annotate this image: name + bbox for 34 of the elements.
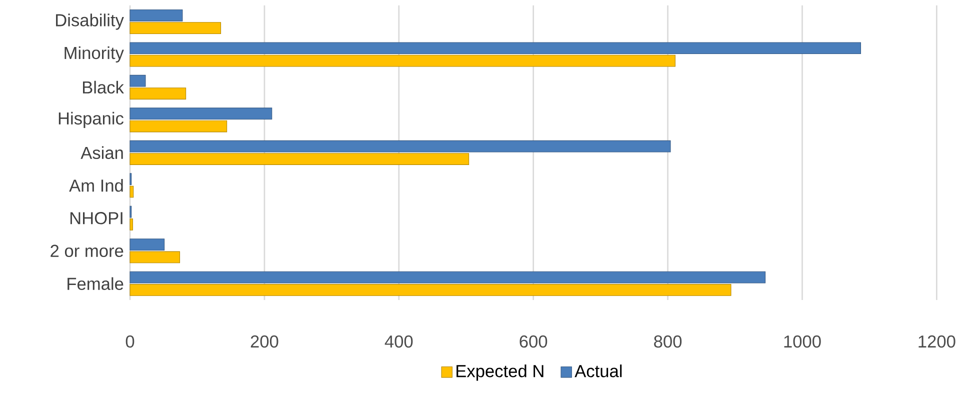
x-tick-label: 1200 — [918, 335, 956, 348]
x-tick-label: 600 — [520, 335, 548, 348]
x-tick-label: 0 — [126, 335, 134, 348]
y-tick-label: Minority — [64, 46, 124, 63]
x-tick-label: 800 — [654, 335, 682, 348]
bar — [130, 74, 146, 87]
legend-label: Expected N — [456, 364, 544, 381]
bar — [130, 140, 671, 152]
bar — [130, 120, 228, 132]
legend-label: Actual — [574, 364, 622, 378]
y-tick-label: NHOPI — [70, 212, 122, 224]
y-tick-label: Am Ind — [69, 179, 123, 192]
y-tick-label: Hispanic — [58, 112, 124, 128]
bar — [130, 186, 134, 198]
bar — [130, 88, 186, 100]
bar — [130, 9, 183, 22]
bar — [130, 218, 133, 230]
x-tick-label: 200 — [250, 335, 278, 348]
y-tick-label: 2 or more — [50, 244, 124, 258]
bar — [130, 153, 470, 165]
y-tick-label: Asian — [80, 146, 123, 160]
y-tick-label: Disability — [56, 14, 124, 30]
bar — [130, 238, 165, 250]
bar — [130, 251, 180, 264]
bar — [130, 22, 222, 34]
bar — [130, 42, 861, 54]
bar — [130, 271, 766, 284]
bar — [130, 108, 272, 120]
y-tick-label: Black — [83, 80, 124, 94]
bar — [130, 54, 676, 67]
x-tick-label: 1000 — [784, 335, 821, 348]
y-tick-label: Female — [68, 277, 124, 290]
bar — [130, 284, 732, 296]
x-tick-label: 400 — [384, 335, 413, 348]
